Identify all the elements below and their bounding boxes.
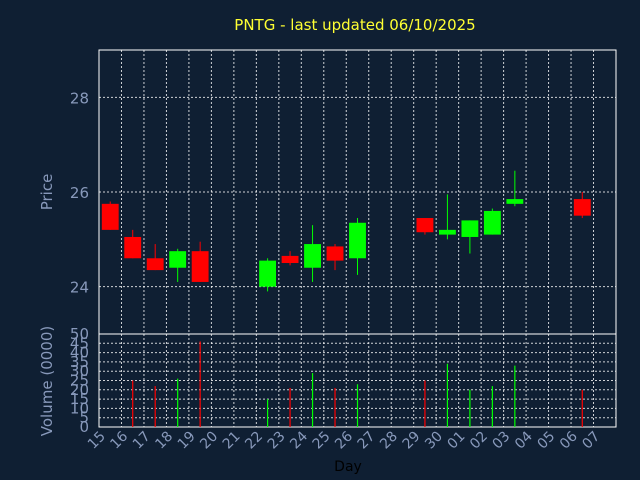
x-tick-label: 26 bbox=[332, 428, 356, 452]
x-tick-label: 05 bbox=[534, 429, 558, 453]
candle-body bbox=[101, 203, 119, 230]
x-tick-label: 03 bbox=[490, 429, 514, 453]
x-ticks: 1516171819202122232425262728293001020304… bbox=[85, 428, 603, 452]
candle-body bbox=[326, 246, 344, 261]
chart-title: PNTG - last updated 06/10/2025 bbox=[234, 16, 475, 34]
x-tick-label: 07 bbox=[579, 429, 603, 453]
price-axis-label: Price bbox=[38, 174, 56, 211]
x-tick-label: 20 bbox=[197, 429, 221, 453]
x-axis-label: Day bbox=[334, 459, 362, 475]
volume-y-tick-label: 20 bbox=[70, 381, 89, 399]
price-y-tick-label: 28 bbox=[70, 89, 89, 107]
volume-y-tick-label: 10 bbox=[70, 399, 89, 417]
price-y-tick-label: 24 bbox=[70, 279, 89, 297]
price-y-ticks: 24 26 28 bbox=[70, 89, 89, 296]
price-grid bbox=[99, 50, 616, 334]
candle-body bbox=[124, 236, 142, 259]
x-tick-label: 30 bbox=[422, 429, 446, 453]
candle-body bbox=[169, 251, 187, 268]
price-panel: 24 26 28 Price bbox=[38, 49, 617, 335]
x-tick-label: 02 bbox=[467, 429, 491, 453]
volume-y-tick-label: 45 bbox=[70, 334, 89, 352]
volume-y-tick-label: 50 bbox=[70, 325, 89, 343]
candle-body bbox=[506, 199, 524, 204]
candle-body bbox=[438, 229, 456, 235]
candle-body bbox=[349, 222, 366, 259]
volume-y-tick-label: 35 bbox=[70, 353, 89, 371]
x-tick-label: 18 bbox=[152, 429, 176, 453]
volume-y-tick-label: 15 bbox=[70, 390, 89, 408]
candle-body bbox=[146, 258, 164, 271]
x-tick-label: 06 bbox=[557, 428, 581, 452]
volume-bars bbox=[132, 341, 583, 427]
x-tick-label: 22 bbox=[242, 429, 266, 453]
candle-body bbox=[483, 210, 501, 235]
x-tick-label: 16 bbox=[107, 428, 131, 452]
x-tick-label: 29 bbox=[400, 429, 424, 453]
volume-y-tick-label: 5 bbox=[79, 409, 89, 427]
candle-body bbox=[281, 255, 299, 263]
x-tick-label: 27 bbox=[355, 429, 379, 453]
x-tick-label: 17 bbox=[130, 429, 154, 453]
x-tick-label: 21 bbox=[220, 429, 244, 453]
candle-body bbox=[416, 218, 434, 233]
x-tick-label: 25 bbox=[310, 429, 334, 453]
price-y-tick-label: 26 bbox=[70, 184, 89, 202]
x-tick-label: 04 bbox=[512, 428, 536, 452]
volume-y-tick-label: 40 bbox=[70, 344, 89, 362]
x-tick-label: 28 bbox=[377, 429, 401, 453]
volume-grid bbox=[99, 334, 616, 427]
candle-body bbox=[191, 251, 209, 282]
volume-axis-label: Volume (0000) bbox=[38, 326, 56, 436]
x-tick-label: 01 bbox=[445, 429, 469, 453]
candle-body bbox=[573, 199, 591, 216]
candle-body bbox=[259, 260, 277, 287]
x-tick-label: 24 bbox=[287, 428, 311, 452]
volume-y-tick-label: 25 bbox=[70, 372, 89, 390]
volume-y-tick-label: 30 bbox=[70, 362, 89, 380]
candle-body bbox=[461, 220, 479, 237]
candle-body bbox=[304, 244, 321, 268]
x-tick-label: 23 bbox=[265, 429, 289, 453]
candles bbox=[101, 170, 591, 292]
volume-y-tick-label: 0 bbox=[79, 418, 89, 436]
x-tick-label: 19 bbox=[175, 429, 199, 453]
